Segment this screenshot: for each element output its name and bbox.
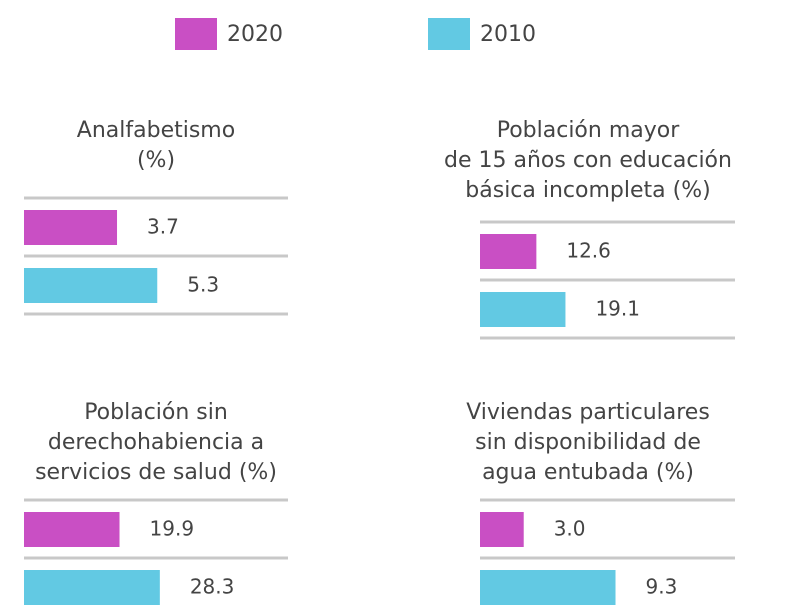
value-label: 9.3 [646, 575, 678, 599]
chart-title: agua entubada (%) [482, 460, 694, 485]
chart-title: derechohabiencia a [48, 430, 264, 455]
chart-title: Población mayor [497, 118, 680, 143]
chart-title: Población sin [84, 400, 228, 425]
legend-label: 2020 [227, 22, 283, 47]
legend-swatch [428, 18, 470, 50]
legend-swatch [175, 18, 217, 50]
chart-title: sin disponibilidad de [475, 430, 701, 455]
bar [24, 512, 120, 547]
chart-title: Analfabetismo [77, 118, 235, 143]
chart-title: básica incompleta (%) [465, 178, 710, 203]
value-label: 19.1 [595, 297, 640, 321]
legend-label: 2010 [480, 22, 536, 47]
bar [24, 570, 160, 605]
bar [480, 234, 537, 269]
bar [480, 570, 616, 605]
bar [24, 268, 158, 303]
bar [480, 292, 566, 327]
value-label: 5.3 [187, 273, 219, 297]
value-label: 12.6 [566, 239, 611, 263]
bar [480, 512, 524, 547]
value-label: 19.9 [150, 517, 195, 541]
chart-title: de 15 años con educación [444, 148, 732, 173]
chart-title: Viviendas particulares [466, 400, 710, 425]
bar [24, 210, 118, 245]
chart-title: (%) [137, 148, 175, 173]
value-label: 28.3 [190, 575, 235, 599]
value-label: 3.0 [554, 517, 586, 541]
chart-title: servicios de salud (%) [35, 460, 277, 485]
value-label: 3.7 [147, 215, 179, 239]
